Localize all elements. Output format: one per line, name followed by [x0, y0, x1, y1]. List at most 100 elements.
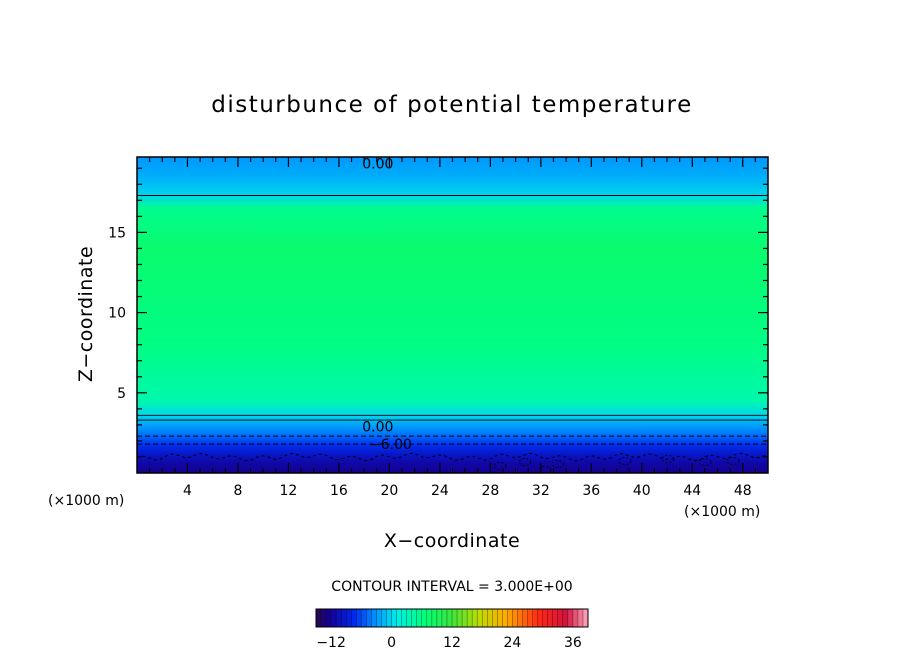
contour-line — [551, 460, 565, 468]
colorbar-cell — [462, 609, 468, 627]
contour-line — [726, 457, 740, 465]
colorbar-cell — [356, 609, 362, 627]
colorbar-cell — [421, 609, 428, 627]
contour-line — [698, 458, 712, 466]
x-tick-label: 40 — [633, 483, 651, 499]
x-tick-label: 12 — [280, 483, 298, 499]
x-tick-label: 4 — [183, 483, 192, 499]
colorbar-cell — [472, 609, 478, 627]
contour-interval: CONTOUR INTERVAL = 3.000E+00 — [331, 579, 572, 595]
colorbar-cell — [537, 609, 543, 627]
y-tick-labels: 5 10 15 — [108, 225, 126, 401]
colorbar-cell — [331, 609, 337, 627]
colorbar-cell — [532, 609, 538, 627]
x-tick-label: 32 — [532, 483, 550, 499]
colorbar-tick-labels: −12 0 12 24 36 — [316, 635, 582, 651]
colorbar-frame — [315, 608, 589, 628]
y-tick-label: 10 — [108, 306, 126, 322]
contour-line — [538, 466, 552, 473]
colorbar-cell — [567, 609, 574, 627]
chart-title: disturbunce of potential temperature — [211, 92, 693, 118]
colorbar-cell — [522, 609, 528, 627]
contour-line — [518, 458, 532, 466]
colorbar-cell — [326, 609, 332, 627]
x-tick-labels: 4 8 12 16 20 24 28 32 36 40 44 48 — [183, 483, 752, 499]
colorbar-cell — [441, 609, 448, 627]
contour-line — [493, 462, 507, 470]
contour-label: 0.00 — [362, 419, 393, 435]
colorbar-tick-label: 12 — [443, 635, 461, 651]
colorbar-cell — [391, 609, 397, 627]
colorbar-cell — [431, 609, 438, 627]
colorbar-cell — [482, 609, 488, 627]
colorbar-cell — [361, 609, 367, 627]
colorbar-tick-label: 0 — [387, 635, 396, 651]
colorbar-cell — [487, 609, 493, 627]
plot-area: 0.00 0.00 −6.00 — [136, 156, 769, 474]
x-tick-label: 48 — [734, 483, 752, 499]
colorbar-cell — [396, 609, 402, 627]
colorbar-cell — [401, 609, 407, 627]
heatmap-field — [137, 157, 768, 473]
colorbar-cell — [547, 609, 554, 627]
axis-ticks — [137, 157, 768, 473]
x-axis-label: X−coordinate — [384, 530, 520, 552]
colorbar-cell — [517, 609, 523, 627]
colorbar-cell — [542, 609, 549, 627]
contour-line — [618, 457, 632, 465]
colorbar-cell — [557, 609, 564, 627]
colorbar-cell — [562, 609, 569, 627]
x-unit-left: (×1000 m) — [48, 493, 124, 509]
colorbar-cell — [492, 609, 498, 627]
colorbar-cell — [552, 609, 559, 627]
x-tick-label: 16 — [330, 483, 348, 499]
colorbar-cell — [452, 609, 458, 627]
colorbar-cell — [577, 609, 584, 627]
contour-line — [137, 452, 768, 462]
x-tick-label: 20 — [380, 483, 398, 499]
colorbar-cell — [527, 609, 533, 627]
colorbar-cell — [376, 609, 382, 627]
x-tick-label: 8 — [233, 483, 242, 499]
colorbar-cell — [457, 609, 463, 627]
colorbar-cell — [497, 609, 503, 627]
colorbar-cell — [572, 609, 579, 627]
colorbar-cell — [386, 609, 392, 627]
colorbar-tick-label: 24 — [504, 635, 522, 651]
colorbar-cell — [416, 609, 423, 627]
y-axis-label: Z−coordinate — [75, 246, 97, 382]
colorbar-tick-label: 36 — [564, 635, 582, 651]
colorbar-cell — [371, 609, 377, 627]
contour-label: 0.00 — [362, 156, 393, 172]
colorbar-cell — [436, 609, 443, 627]
colorbar-cell — [502, 609, 508, 627]
colorbar-cell — [341, 609, 347, 627]
colorbar-cell — [316, 609, 322, 627]
colorbar-cell — [512, 609, 518, 627]
colorbar-cell — [366, 609, 372, 627]
contour-line — [661, 455, 675, 463]
x-tick-label: 28 — [481, 483, 499, 499]
colorbar-cell — [346, 609, 352, 627]
colorbar-cell — [406, 609, 413, 627]
colorbar-cell — [426, 609, 433, 627]
colorbar-cell — [411, 609, 418, 627]
y-tick-label: 15 — [108, 225, 126, 241]
colorbar-cell — [477, 609, 483, 627]
contour-lines — [137, 195, 768, 473]
colorbar-cell — [507, 609, 513, 627]
x-tick-label: 24 — [431, 483, 449, 499]
colorbar-cell — [582, 609, 589, 627]
contour-label: −6.00 — [369, 437, 412, 453]
colorbar-cell — [467, 609, 473, 627]
colorbar-tick-label: −12 — [316, 635, 346, 651]
colorbar-cell — [336, 609, 342, 627]
x-tick-label: 36 — [582, 483, 600, 499]
colorbar — [315, 608, 589, 628]
colorbar-cell — [351, 609, 357, 627]
x-unit-right: (×1000 m) — [684, 504, 760, 520]
contour-labels: 0.00 0.00 −6.00 — [362, 156, 412, 453]
colorbar-cell — [321, 609, 327, 627]
colorbar-cell — [381, 609, 387, 627]
